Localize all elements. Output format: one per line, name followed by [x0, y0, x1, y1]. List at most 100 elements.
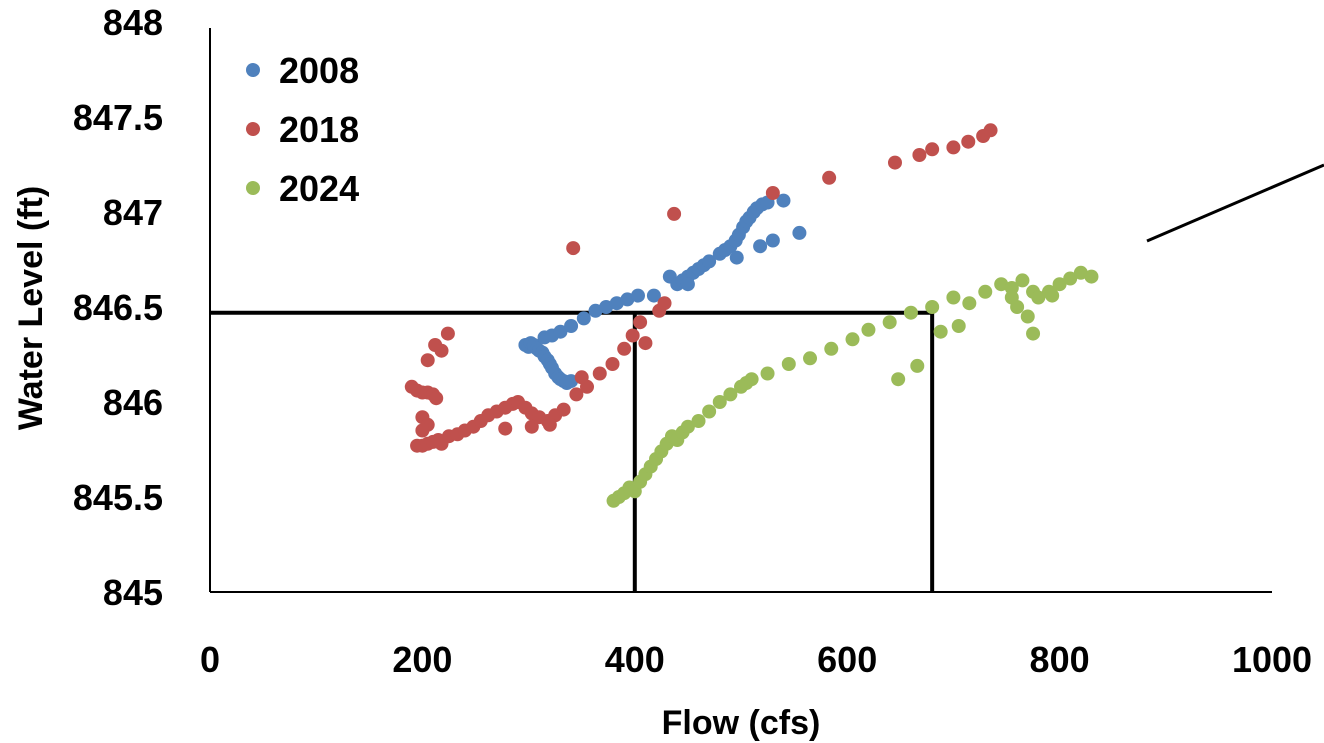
data-point — [1004, 290, 1019, 305]
data-point — [903, 305, 918, 320]
data-point — [765, 186, 780, 200]
legend-label: 2024 — [279, 168, 359, 209]
data-point — [1015, 273, 1030, 288]
data-point — [592, 366, 607, 381]
data-point — [912, 148, 927, 162]
y-axis-title: Water Level (ft) — [12, 186, 50, 430]
data-point — [566, 241, 581, 256]
legend-marker — [246, 63, 260, 77]
data-point — [1031, 290, 1046, 305]
data-point — [498, 421, 513, 436]
data-point — [824, 341, 839, 356]
legend-marker — [246, 122, 260, 136]
data-point — [1020, 309, 1035, 324]
data-point — [822, 170, 837, 185]
reference-lines — [210, 310, 935, 592]
data-point — [429, 391, 444, 406]
data-point — [951, 319, 966, 333]
data-point — [576, 311, 591, 326]
y-tick-label: 848 — [103, 2, 163, 43]
data-point — [933, 324, 948, 339]
legend-label: 2008 — [279, 50, 359, 91]
series-2018 — [404, 123, 998, 453]
data-point — [620, 292, 635, 307]
data-point — [630, 288, 645, 303]
data-point — [925, 300, 940, 314]
data-point — [978, 284, 993, 299]
data-point — [946, 140, 961, 155]
legend-marker — [246, 181, 260, 195]
data-point — [776, 193, 791, 208]
data-point — [434, 343, 449, 358]
data-point — [702, 404, 717, 419]
x-tick-labels: 0 200 400 600 800 1000 — [200, 639, 1312, 680]
data-point — [420, 353, 435, 368]
data-points — [404, 123, 1099, 508]
legend-label: 2018 — [279, 109, 359, 150]
data-point — [556, 402, 571, 417]
data-point — [983, 123, 998, 138]
data-point — [609, 296, 624, 311]
data-point — [1073, 265, 1088, 280]
data-point — [723, 387, 738, 402]
data-point — [524, 419, 539, 434]
data-point — [680, 277, 695, 292]
data-point — [646, 288, 661, 303]
data-point — [440, 326, 455, 341]
data-point — [633, 315, 648, 330]
data-point — [781, 357, 796, 371]
data-point — [588, 303, 603, 318]
data-point — [638, 336, 653, 351]
data-point — [946, 290, 961, 305]
data-point — [962, 296, 977, 311]
y-tick-label: 846.5 — [73, 287, 163, 328]
data-point — [792, 225, 807, 240]
y-tick-label: 845 — [103, 572, 163, 613]
x-tick-label: 200 — [392, 639, 452, 680]
data-point — [961, 134, 976, 149]
x-axis-title: Flow (cfs) — [662, 704, 821, 742]
data-point — [994, 277, 1009, 292]
data-point — [910, 358, 925, 373]
data-point — [712, 395, 727, 409]
data-point — [415, 423, 430, 438]
data-point — [1045, 288, 1060, 303]
data-point — [667, 206, 682, 221]
data-point — [617, 341, 632, 356]
x-tick-label: 600 — [817, 639, 877, 680]
legend: 2008 2018 2024 — [246, 50, 359, 209]
data-point — [882, 315, 897, 330]
data-point — [564, 374, 579, 389]
data-point — [569, 387, 584, 402]
y-tick-label: 847.5 — [73, 97, 163, 138]
data-point — [760, 366, 775, 381]
data-point — [599, 300, 614, 314]
data-point — [765, 233, 780, 248]
x-tick-label: 800 — [1030, 639, 1090, 680]
data-point — [845, 332, 860, 347]
data-point — [1052, 277, 1067, 292]
data-point — [803, 351, 818, 366]
data-point — [887, 155, 902, 170]
data-point — [691, 414, 706, 428]
x-tick-label: 400 — [605, 639, 665, 680]
data-point — [702, 254, 717, 269]
data-point — [925, 142, 940, 157]
data-point — [861, 322, 876, 337]
data-point — [605, 357, 620, 371]
data-point — [625, 328, 640, 343]
data-point — [1084, 269, 1099, 284]
series-2024 — [606, 265, 1099, 508]
y-tick-label: 845.5 — [73, 477, 163, 518]
x-tick-label: 0 — [200, 639, 220, 680]
y-tick-label: 847 — [103, 192, 163, 233]
data-point — [564, 319, 579, 333]
data-point — [680, 419, 695, 434]
data-point — [542, 417, 557, 432]
x-tick-label: 1000 — [1232, 639, 1312, 680]
axes — [209, 28, 1324, 593]
data-point — [891, 372, 906, 387]
data-point — [729, 250, 744, 265]
data-point — [744, 372, 759, 387]
